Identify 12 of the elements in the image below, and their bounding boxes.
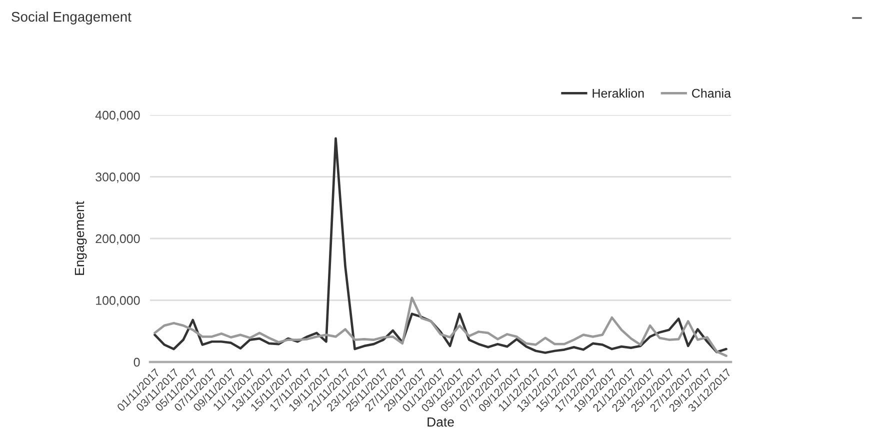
x-axis-title: Date: [428, 417, 454, 427]
y-tick-label: 100,000: [96, 296, 140, 306]
y-tick-label: 0: [134, 358, 140, 367]
y-axis-title: Engagement: [74, 201, 87, 275]
y-tick-label: 200,000: [96, 234, 140, 245]
chart-title: Social Engagement: [12, 12, 132, 24]
legend-label: Chania: [692, 88, 731, 98]
line-series: [154, 137, 728, 354]
legend-label: Heraklion: [592, 88, 644, 98]
line-series: [154, 296, 728, 358]
y-tick-label: 300,000: [96, 172, 140, 183]
y-tick-label: 400,000: [95, 110, 140, 122]
